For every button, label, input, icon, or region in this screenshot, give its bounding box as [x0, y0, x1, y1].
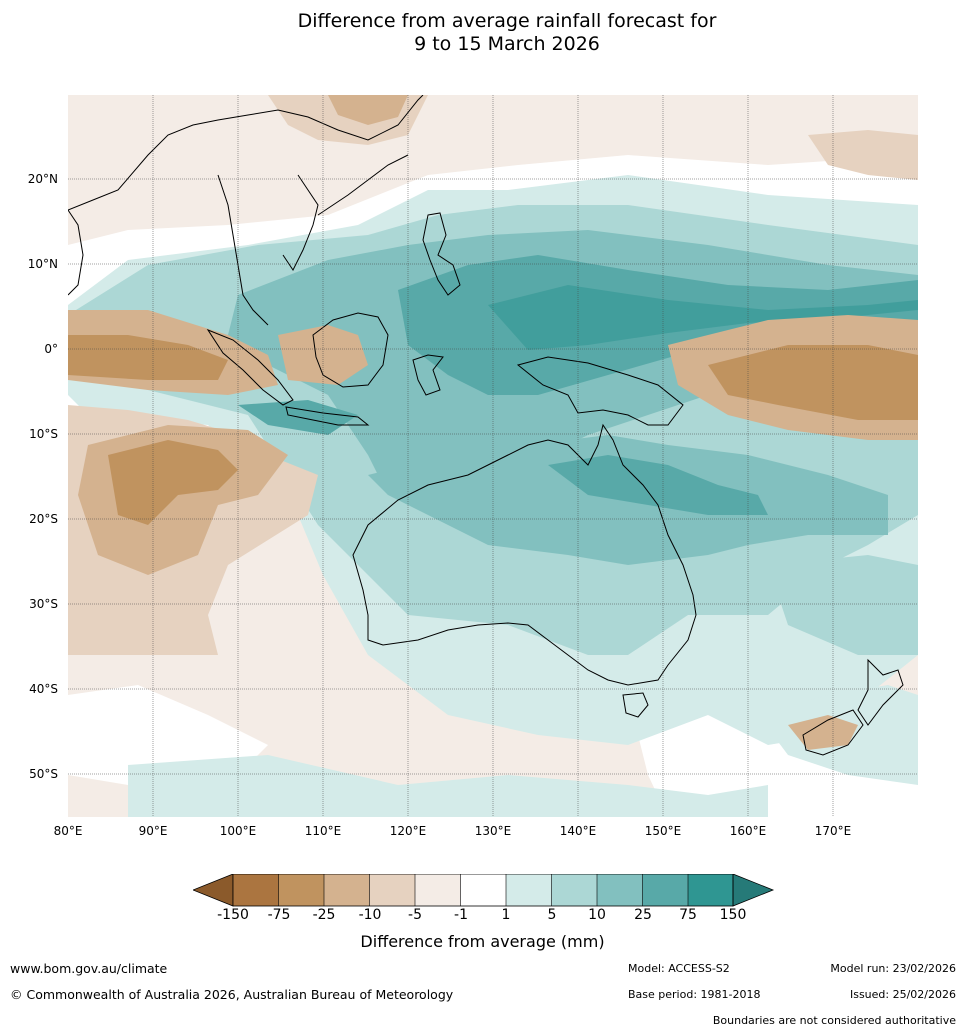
colorbar-tick-label: 75 [679, 907, 697, 923]
x-tick-label: 170°E [814, 824, 852, 838]
colorbar-tick-label: 5 [547, 907, 557, 923]
y-tick-label: 40°S [29, 682, 58, 696]
teal-zone-gulf [548, 455, 768, 515]
colorbar-tick-label: -10 [358, 907, 382, 923]
tasmania-coastline [622, 692, 649, 718]
dry-zone-east-asia-core [328, 95, 408, 125]
footer-issued: Issued: 25/02/2026 [849, 988, 956, 1001]
x-tick-label: 120°E [389, 824, 427, 838]
colorbar-bin [688, 874, 733, 906]
colorbar-bin [460, 874, 506, 906]
borneo-coastline [312, 312, 389, 388]
colorbar [193, 874, 775, 907]
colorbar-bin [551, 874, 597, 906]
colorbar-tick-label: -25 [312, 907, 336, 923]
y-tick-label: 30°S [29, 597, 58, 611]
colorbar-bin [369, 874, 415, 906]
gridlines [68, 95, 918, 817]
australia-coastline [352, 423, 697, 686]
y-tick-label: 0° [44, 342, 58, 356]
y-tick-label: 20°S [29, 512, 58, 526]
colorbar-frame [232, 874, 734, 907]
colorbar-bin [324, 874, 370, 906]
colorbar-bin [278, 874, 324, 906]
dry-zone-nz [788, 715, 858, 750]
colorbar-tick-label: -75 [267, 907, 291, 923]
x-tick-label: 90°E [138, 824, 168, 838]
colorbar-extend-high [732, 874, 775, 907]
colorbar-tick-label: 10 [588, 907, 606, 923]
x-tick-label: 130°E [474, 824, 512, 838]
dry-zone-south-indian-core [108, 440, 238, 525]
philippines-coastline [422, 212, 461, 296]
nz-south-coastline [802, 709, 864, 756]
y-tick-label: 10°N [27, 257, 58, 271]
dry-zone-equatorial-west-core [68, 335, 228, 380]
java-coastline [285, 406, 370, 426]
map-canvas [68, 95, 918, 817]
teal-zone-150 [488, 285, 918, 350]
colorbar-tick-label: -1 [454, 907, 468, 923]
teal-zone-east [768, 555, 918, 655]
white-zone-south [628, 695, 918, 817]
india-coastline [68, 209, 84, 296]
y-tick-label: 10°S [29, 427, 58, 441]
x-tick-label: 100°E [219, 824, 257, 838]
x-tick-label: 140°E [559, 824, 597, 838]
rainfall-anomaly-map [68, 95, 918, 817]
footer-model: Model: ACCESS-S2 [628, 962, 730, 975]
footer-url[interactable]: www.bom.gov.au/climate [10, 961, 168, 976]
sumatra-coastline [206, 328, 294, 406]
x-tick-label: 80°E [53, 824, 83, 838]
x-tick-label: 150°E [644, 824, 682, 838]
colorbar-bin [415, 874, 461, 906]
x-tick-label: 110°E [304, 824, 342, 838]
y-tick-label: 20°N [27, 172, 58, 186]
y-tick-label: 50°S [29, 767, 58, 781]
chart-title: Difference from average rainfall forecas… [0, 10, 965, 56]
sulawesi-coastline [412, 354, 444, 396]
colorbar-bin [597, 874, 643, 906]
colorbar-bin [506, 874, 552, 906]
title-line-1: Difference from average rainfall forecas… [297, 10, 717, 32]
footer-copyright: © Commonwealth of Australia 2026, Austra… [10, 987, 454, 1002]
colorbar-title: Difference from average (mm) [360, 932, 605, 951]
x-tick-label: 160°E [729, 824, 767, 838]
colorbar-extend-low [193, 874, 234, 907]
colorbar-tick-label: -150 [217, 907, 249, 923]
dry-zone-equatorial-pacific-core [708, 345, 918, 420]
colorbar-tick-label: 1 [501, 907, 511, 923]
new-guinea-coastline [516, 356, 684, 426]
colorbar-tick-label: -5 [408, 907, 422, 923]
dry-zone-nw-pacific [808, 130, 918, 180]
colorbar-bin [642, 874, 688, 906]
colorbar-bin [233, 874, 279, 906]
colorbar-dividers [278, 874, 689, 906]
footer-model-run: Model run: 23/02/2026 [830, 962, 956, 975]
nz-north-coastline [857, 658, 904, 726]
colorbar-tick-label: 150 [719, 907, 747, 923]
title-line-2: 9 to 15 March 2026 [414, 33, 600, 55]
footer-base-period: Base period: 1981-2018 [628, 988, 761, 1001]
footer-disclaimer: Boundaries are not considered authoritat… [712, 1014, 956, 1027]
colorbar-tick-label: 25 [634, 907, 652, 923]
light-teal-south [128, 755, 768, 817]
